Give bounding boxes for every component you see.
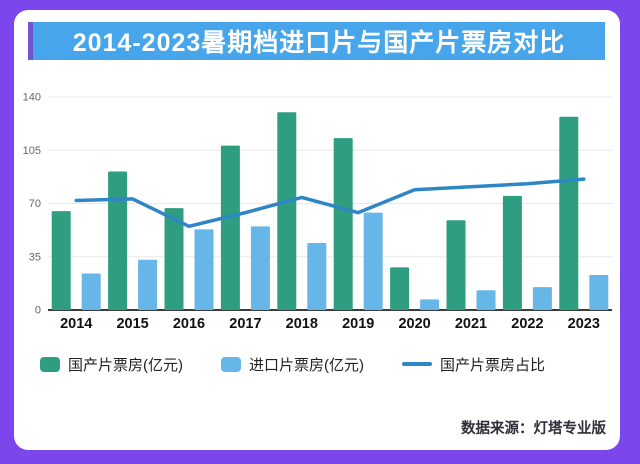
bar-domestic-2018 xyxy=(277,112,297,310)
chart-title: 2014-2023暑期档进口片与国产片票房对比 xyxy=(72,29,566,57)
y-axis-tick-label: 140 xyxy=(23,92,41,104)
x-axis-label: 2022 xyxy=(511,316,543,332)
domestic-bar-swatch-icon xyxy=(40,356,60,372)
data-source: 数据来源：灯塔专业版 xyxy=(461,421,606,437)
bar-imported-2022 xyxy=(532,287,552,310)
banner-accent-stripe xyxy=(28,22,33,60)
legend-item-share-line: 国产片票房占比 xyxy=(402,354,545,375)
imported-bar-swatch-icon xyxy=(221,356,241,372)
chart-legend: 国产片票房(亿元) 进口片票房(亿元) 国产片票房占比 xyxy=(40,353,610,375)
y-axis-tick-label: 35 xyxy=(29,251,41,263)
chart-card: 2014-2023暑期档进口片与国产片票房对比 0 35 70 105 140 2014 2… xyxy=(14,10,620,450)
x-axis-label: 2019 xyxy=(342,316,374,332)
title-banner: 2014-2023暑期档进口片与国产片票房对比 xyxy=(28,22,605,60)
x-axis-label: 2014 xyxy=(60,316,92,332)
x-axis-label: 2020 xyxy=(398,316,430,332)
legend-item-domestic: 国产片票房(亿元) xyxy=(40,354,183,375)
legend-item-imported: 进口片票房(亿元) xyxy=(221,354,364,375)
legend-label-imported: 进口片票房(亿元) xyxy=(249,356,364,374)
bar-domestic-2016 xyxy=(164,208,184,310)
y-axis-tick-label: 0 xyxy=(35,305,41,317)
bar-domestic-2014 xyxy=(51,211,71,310)
x-axis-label: 2017 xyxy=(229,316,261,332)
bar-imported-2016 xyxy=(194,229,214,310)
bar-line-chart: 0 35 70 105 140 2014 2015 2016 2017 2018 2019 2020 2… xyxy=(23,92,612,332)
bar-domestic-2015 xyxy=(108,171,128,310)
share-line xyxy=(74,177,586,229)
y-axis-tick-label: 70 xyxy=(29,198,41,210)
x-axis-label: 2016 xyxy=(173,316,205,332)
bar-domestic-2017 xyxy=(220,145,240,310)
x-axis-label: 2023 xyxy=(568,316,600,332)
bar-imported-2018 xyxy=(307,243,327,310)
bar-imported-2015 xyxy=(138,259,158,310)
x-axis-label: 2018 xyxy=(286,316,318,332)
bar-domestic-2022 xyxy=(502,195,522,310)
bar-imported-2021 xyxy=(476,290,496,310)
x-axis-label: 2021 xyxy=(455,316,487,332)
x-axis-label: 2015 xyxy=(116,316,148,332)
bar-domestic-2020 xyxy=(390,267,410,310)
share-line-swatch-icon xyxy=(402,362,432,366)
bar-imported-2019 xyxy=(363,212,383,310)
bar-domestic-2021 xyxy=(446,220,466,310)
y-axis-tick-label: 105 xyxy=(23,145,41,157)
bar-imported-2017 xyxy=(250,226,270,310)
legend-label-domestic: 国产片票房(亿元) xyxy=(68,356,183,374)
bar-domestic-2023 xyxy=(559,116,579,311)
bar-domestic-2019 xyxy=(333,138,353,310)
bar-imported-2014 xyxy=(81,273,101,310)
legend-label-share-line: 国产片票房占比 xyxy=(440,356,546,374)
bar-imported-2023 xyxy=(589,275,609,310)
bar-imported-2020 xyxy=(420,299,440,310)
